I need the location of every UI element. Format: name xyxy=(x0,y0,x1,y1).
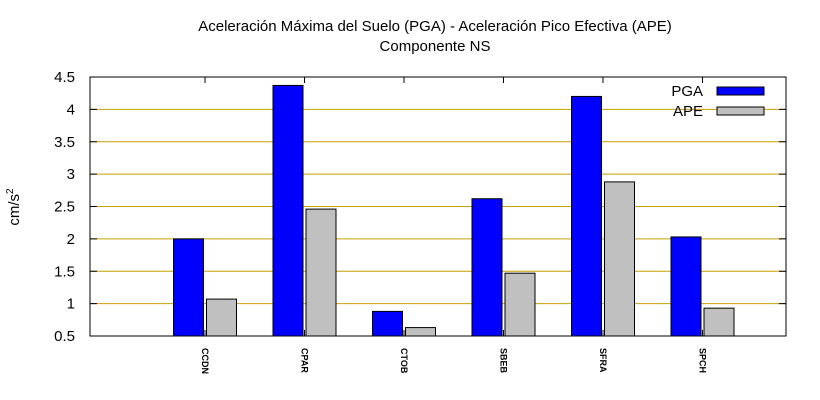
bar-pga-cpar xyxy=(272,84,304,337)
legend-swatch-ape xyxy=(716,106,765,116)
chart-title: Aceleración Máxima del Suelo (PGA) - Ace… xyxy=(198,18,672,35)
bar-ape-ccdn xyxy=(206,298,237,337)
x-tick-label: SFRA xyxy=(598,348,608,373)
x-tick-label: SPCH xyxy=(698,348,708,373)
bar-pga-sfra xyxy=(571,95,602,337)
x-axis-ticks: CCDN CPAR CTOB SBEB SFRA SPCH xyxy=(200,77,708,374)
legend: PGA APE xyxy=(671,83,765,120)
y-tick-label: 2 xyxy=(67,231,75,248)
bar-ape-sfra xyxy=(604,181,635,337)
bar-ape-sbeb xyxy=(504,272,536,337)
bar-pga-ctob xyxy=(372,310,403,337)
y-tick-label: 1.5 xyxy=(54,263,75,280)
x-tick-label: CTOB xyxy=(399,348,409,374)
bar-ape-spch xyxy=(703,307,735,337)
legend-label-pga: PGA xyxy=(671,83,703,100)
y-tick-label: 3.5 xyxy=(54,134,75,151)
legend-swatch-pga xyxy=(716,86,765,96)
y-axis-label-base: cm/s xyxy=(6,194,23,226)
y-axis-label: cm/s2 xyxy=(5,188,23,226)
y-tick-label: 1 xyxy=(67,296,75,313)
chart-subtitle: Componente NS xyxy=(380,38,491,55)
bars xyxy=(173,84,735,337)
y-tick-label: 0.5 xyxy=(54,328,75,345)
legend-label-ape: APE xyxy=(673,103,703,120)
y-tick-label: 3 xyxy=(67,166,75,183)
bar-ape-cpar xyxy=(305,208,337,337)
x-tick-label: CPAR xyxy=(300,348,310,373)
x-tick-label: CCDN xyxy=(200,348,210,374)
bar-ape-ctob xyxy=(405,327,436,337)
y-tick-label: 4.5 xyxy=(54,69,75,86)
y-tick-label: 4 xyxy=(67,101,75,118)
y-axis-ticks: 0.5 1 1.5 2 2.5 3 3.5 4 4.5 xyxy=(54,69,786,345)
y-tick-label: 2.5 xyxy=(54,199,75,216)
bar-pga-sbeb xyxy=(471,198,503,337)
x-tick-label: SBEB xyxy=(499,348,509,374)
y-axis-label-exponent: 2 xyxy=(5,188,16,194)
bar-pga-spch xyxy=(670,236,702,337)
bar-pga-ccdn xyxy=(173,238,204,337)
gridlines xyxy=(90,108,786,305)
